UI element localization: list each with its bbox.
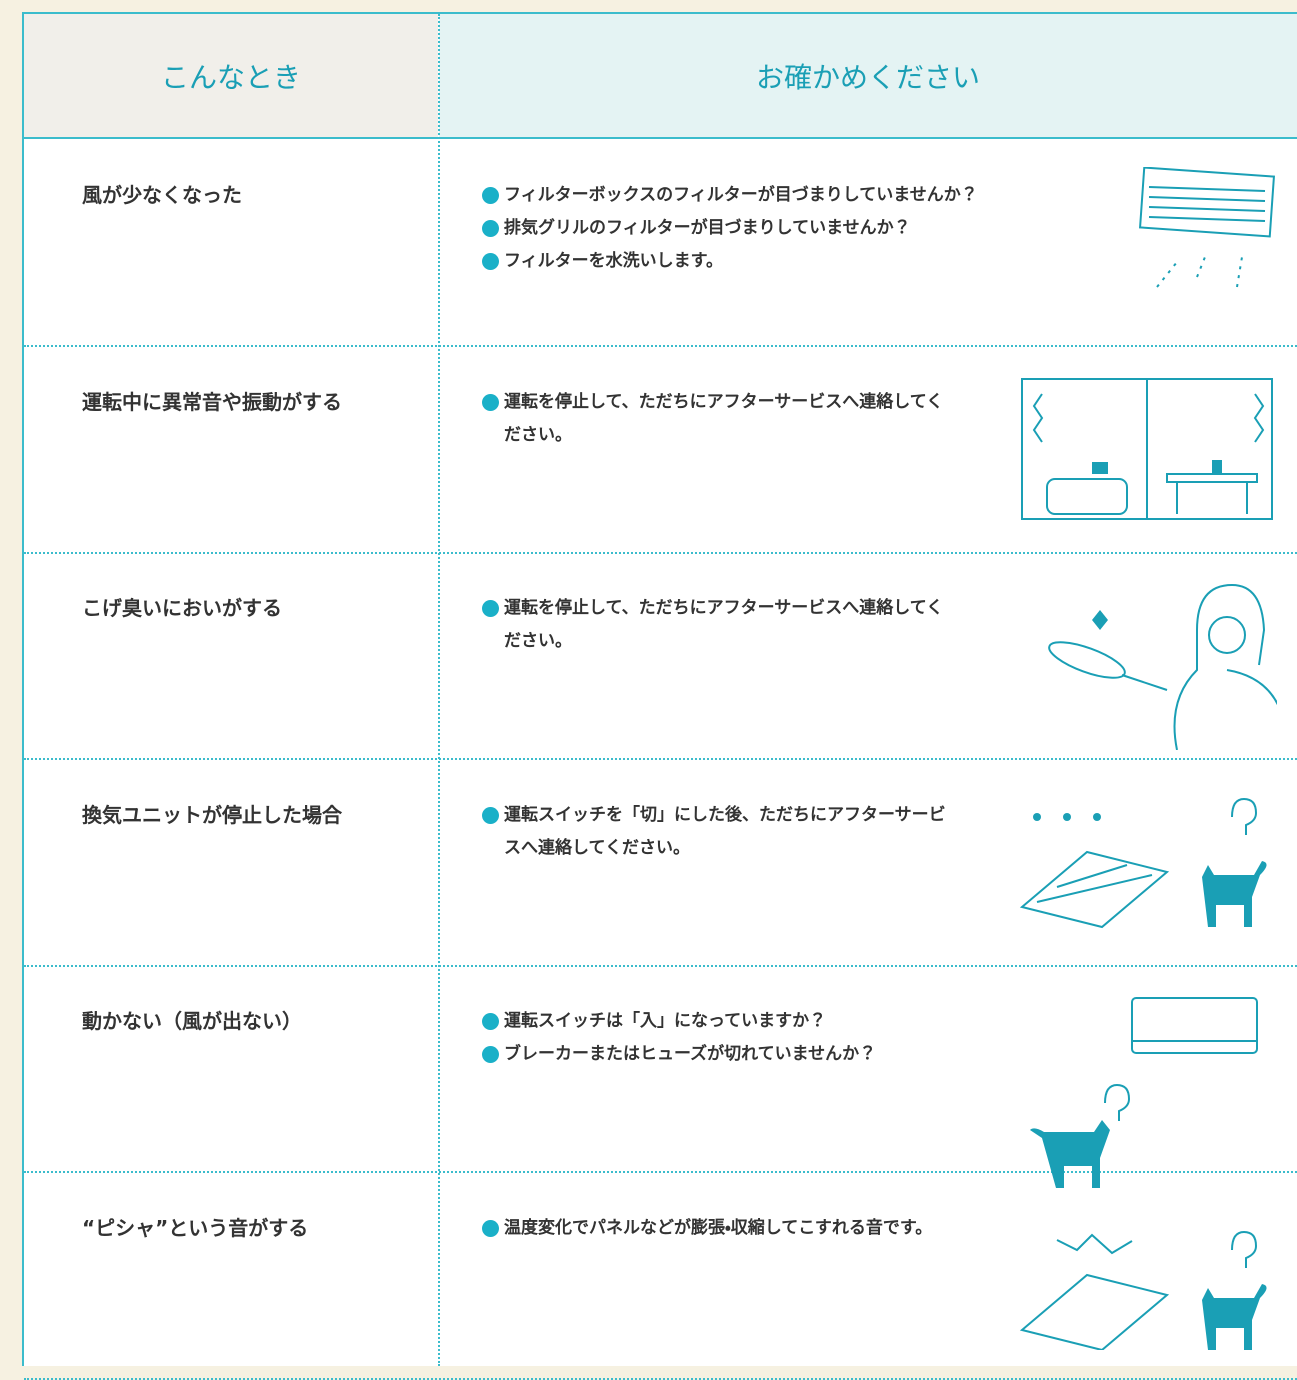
column-divider (438, 14, 440, 1366)
check-list: 運転を停止して、ただちにアフターサービスへ連絡してください。 (482, 386, 952, 452)
check-item: フィルターを水洗いします。 (482, 245, 1122, 278)
illustration (1019, 1230, 1267, 1350)
symptom: 動かない（風が出ない） (82, 1009, 302, 1033)
symptom: 運転中に異常音や振動がする (82, 389, 342, 414)
table-row: 運転中に異常音や振動がする 運転を停止して、ただちにアフターサービスへ連絡してくだ… (24, 346, 1297, 554)
check-list: 運転を停止して、ただちにアフターサービスへ連絡してください。 (482, 592, 952, 658)
table-header: こんなとき お確かめください (24, 14, 1297, 139)
check-item: 運転を停止して、ただちにアフターサービスへ連絡してください。 (482, 386, 952, 452)
illustration (1021, 377, 1273, 520)
check-item: 排気グリルのフィルターが目づまりしていませんか？ (482, 212, 1122, 245)
header-cell: こんなとき (24, 14, 438, 137)
symptom: “ピシャ”という音がする (82, 1215, 309, 1240)
table-row: こげ臭いにおいがする 運転を停止して、ただちにアフターサービスへ連絡してください。 (24, 552, 1297, 760)
troubleshooting-table: こんなとき お確かめください 風が少なくなった フィルターボックスのフィルターが目… (22, 12, 1297, 1380)
check-list: 温度変化でパネルなどが膨張・収縮してこすれる音です。 (482, 1212, 1122, 1245)
check-item: 運転スイッチを「切」にした後、ただちにアフターサービスへ連絡してください。 (482, 799, 952, 865)
check-item: 温度変化でパネルなどが膨張・収縮してこすれる音です。 (482, 1212, 1122, 1245)
table-row: “ピシャ”という音がする 温度変化でパネルなどが膨張・収縮してこすれる音です。 (24, 1172, 1297, 1380)
illustration (1030, 997, 1258, 1188)
check-item: 運転スイッチは「入」になっていますか？ (482, 1005, 1122, 1038)
symptom: こげ臭いにおいがする (82, 596, 282, 620)
table-row: 動かない（風が出ない） 運転スイッチは「入」になっていますか？ ブレーカーまたはヒュ… (24, 965, 1297, 1188)
check-item: フィルターボックスのフィルターが目づまりしていませんか？ (482, 179, 1122, 212)
illustration (1019, 797, 1267, 928)
check-list: フィルターボックスのフィルターが目づまりしていませんか？ 排気グリルのフィルターが… (482, 179, 1122, 278)
table-row: 風が少なくなった フィルターボックスのフィルターが目づまりしていませんか？ 排気グリ… (24, 139, 1297, 347)
symptom: 換気ユニットが停止した場合 (82, 802, 342, 827)
symptom: 風が少なくなった (82, 183, 242, 207)
illustration (1048, 583, 1277, 750)
check-list: 運転スイッチを「切」にした後、ただちにアフターサービスへ連絡してください。 (482, 799, 952, 865)
header-cell: お確かめください (439, 14, 1297, 137)
table-row: 換気ユニットが停止した場合 運転スイッチを「切」にした後、ただちにアフターサービス… (24, 759, 1297, 967)
check-list: 運転スイッチは「入」になっていますか？ ブレーカーまたはヒューズが切れていませんか… (482, 1005, 1122, 1071)
check-item: ブレーカーまたはヒューズが切れていませんか？ (482, 1038, 1122, 1071)
illustration (1138, 167, 1276, 288)
check-item: 運転を停止して、ただちにアフターサービスへ連絡してください。 (482, 592, 952, 658)
